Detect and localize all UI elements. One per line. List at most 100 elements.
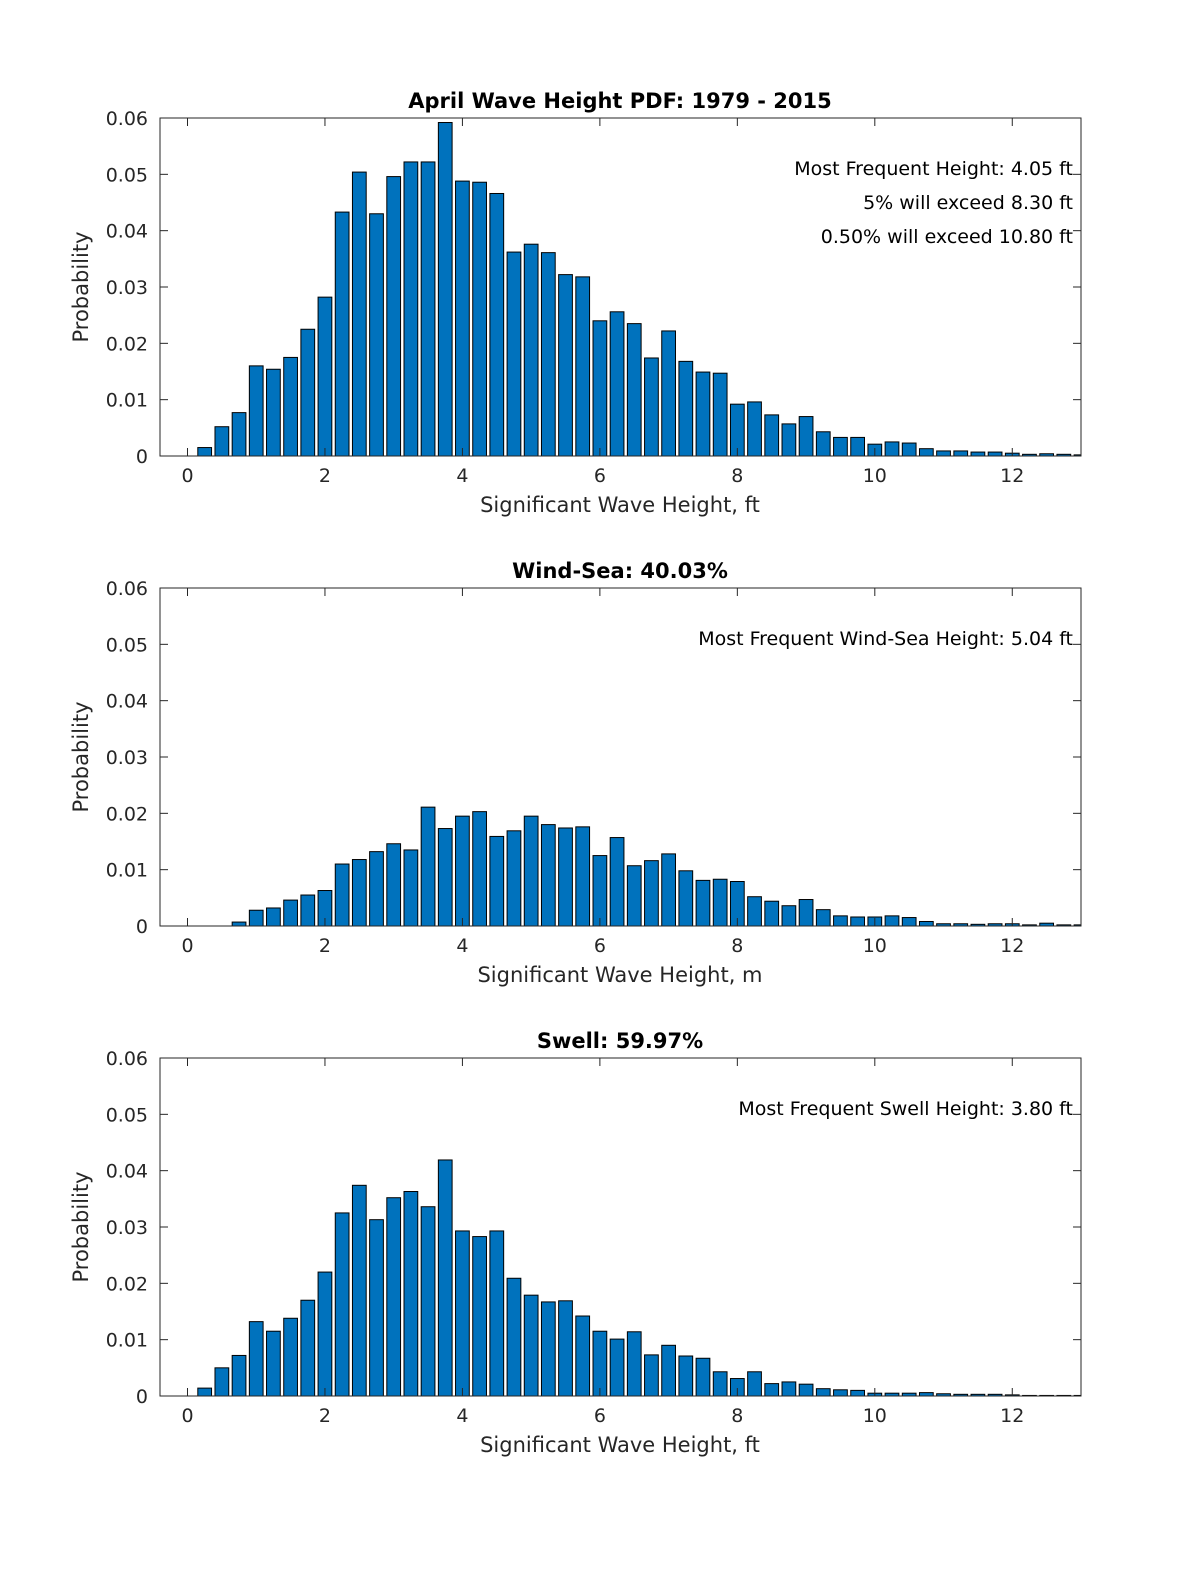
y-tick-label: 0.05 xyxy=(106,1104,148,1126)
bar xyxy=(712,372,728,457)
bar xyxy=(369,213,384,457)
y-axis-label: Probability xyxy=(69,1171,93,1282)
bar xyxy=(695,371,711,457)
bar xyxy=(540,252,556,457)
bar xyxy=(231,412,247,457)
bar xyxy=(661,853,676,927)
x-tick-label: 10 xyxy=(863,1405,887,1427)
chart-title: Wind-Sea: 40.03% xyxy=(512,559,728,583)
bar xyxy=(231,921,247,927)
bar xyxy=(678,1355,694,1397)
bar xyxy=(420,161,436,457)
bar xyxy=(403,849,419,927)
x-tick-label: 10 xyxy=(863,935,887,957)
bar xyxy=(420,1206,436,1397)
bar xyxy=(489,1230,505,1397)
x-axis-label: Significant Wave Height, ft xyxy=(480,1433,760,1457)
bar xyxy=(764,414,780,457)
bar xyxy=(351,859,367,927)
bar-series xyxy=(231,806,1082,927)
bar xyxy=(540,1301,556,1397)
bar xyxy=(609,311,625,457)
bar xyxy=(781,423,797,457)
bar xyxy=(953,450,969,457)
bar xyxy=(695,1357,711,1397)
bar xyxy=(798,416,814,457)
bar xyxy=(506,1277,522,1397)
y-tick-label: 0.02 xyxy=(106,333,148,355)
bar xyxy=(661,330,676,457)
bar xyxy=(334,211,350,457)
bar xyxy=(300,328,316,457)
y-tick-label: 0 xyxy=(136,916,148,938)
bar xyxy=(901,442,917,457)
bar xyxy=(781,905,797,927)
bar xyxy=(489,835,505,927)
bar xyxy=(386,176,402,457)
bar xyxy=(644,860,659,927)
bar xyxy=(592,320,608,457)
annotation: 0.50% will exceed 10.80 ft xyxy=(821,226,1073,248)
x-tick-label: 8 xyxy=(731,465,743,487)
bar xyxy=(197,447,213,457)
bar xyxy=(558,274,573,457)
bar xyxy=(918,1392,934,1397)
bar xyxy=(747,896,762,927)
bar xyxy=(850,916,865,927)
bar xyxy=(283,356,298,457)
bar xyxy=(833,915,848,927)
bar xyxy=(764,900,780,927)
bar xyxy=(798,1383,814,1397)
y-tick-label: 0.03 xyxy=(106,1217,148,1239)
bar xyxy=(678,870,694,927)
bar xyxy=(884,441,900,457)
bar xyxy=(506,251,522,457)
bar xyxy=(248,1321,264,1397)
bar xyxy=(747,401,762,457)
bar xyxy=(197,1387,213,1397)
bar xyxy=(661,1344,676,1397)
y-tick-label: 0.04 xyxy=(106,221,148,243)
bar xyxy=(386,1197,402,1397)
x-tick-label: 0 xyxy=(181,935,193,957)
bar xyxy=(575,826,591,927)
x-tick-label: 12 xyxy=(1000,465,1024,487)
bar xyxy=(266,1330,281,1397)
bar xyxy=(472,181,487,457)
bar xyxy=(850,1389,865,1397)
bar xyxy=(437,828,453,927)
bar xyxy=(644,1354,659,1397)
x-tick-label: 6 xyxy=(594,465,606,487)
bar xyxy=(609,1338,625,1397)
bar xyxy=(317,1271,333,1397)
bar xyxy=(489,192,505,457)
x-tick-label: 10 xyxy=(863,465,887,487)
y-tick-label: 0.02 xyxy=(106,803,148,825)
bar xyxy=(300,1299,316,1397)
bar xyxy=(901,917,917,927)
bar xyxy=(472,811,487,927)
y-tick-label: 0.03 xyxy=(106,747,148,769)
panel-total-wave-height: April Wave Height PDF: 1979 - 2015 Signi… xyxy=(69,89,1082,517)
y-tick-label: 0.04 xyxy=(106,691,148,713)
bar xyxy=(833,1389,848,1397)
bar xyxy=(266,368,281,457)
y-tick-label: 0.02 xyxy=(106,1273,148,1295)
y-tick-label: 0.06 xyxy=(106,578,148,600)
bar xyxy=(437,122,453,457)
bar xyxy=(248,365,264,457)
bar xyxy=(678,360,694,457)
y-axis-label: Probability xyxy=(69,701,93,812)
bar xyxy=(626,323,642,457)
y-axis-label: Probability xyxy=(69,231,93,342)
x-tick-label: 8 xyxy=(731,935,743,957)
x-tick-label: 4 xyxy=(456,935,468,957)
bar xyxy=(918,920,934,927)
bar xyxy=(558,827,573,927)
chart-title: April Wave Height PDF: 1979 - 2015 xyxy=(408,89,832,113)
x-tick-label: 0 xyxy=(181,465,193,487)
bar xyxy=(815,909,831,927)
bar-series xyxy=(197,122,1082,457)
bar xyxy=(712,1371,728,1397)
